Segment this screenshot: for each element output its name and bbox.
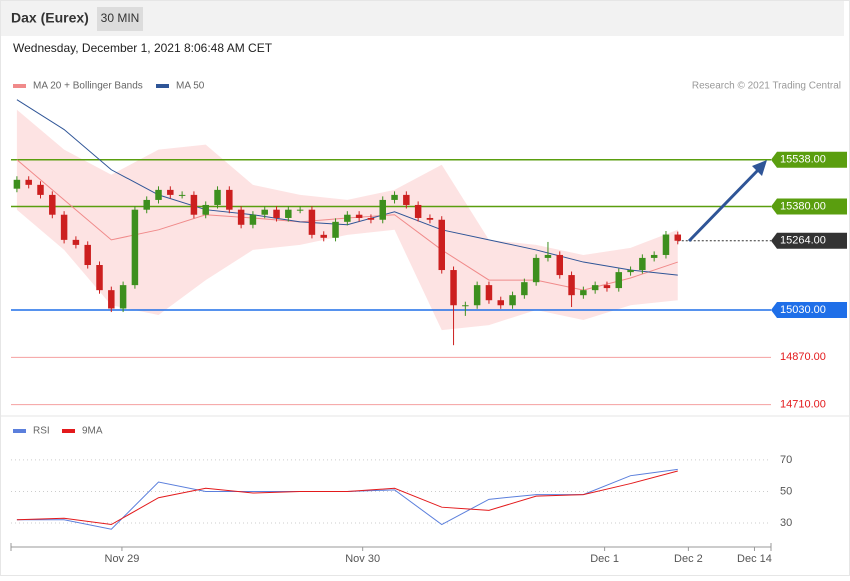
candle-body (603, 285, 611, 289)
x-tick-label: Dec 2 (674, 553, 703, 565)
legend-swatch (156, 84, 169, 88)
level-label: 14710.00 (780, 399, 826, 411)
candle-body (108, 290, 115, 309)
candle-body (249, 214, 257, 225)
candle-body (49, 194, 56, 215)
candle-body (379, 199, 386, 220)
level-box (771, 232, 847, 249)
candle-body (450, 270, 457, 306)
candle-body (509, 295, 516, 306)
candle-body (60, 214, 68, 240)
y-tick-label: 70 (780, 454, 792, 466)
legend-label: MA 50 (176, 81, 205, 92)
candle-body (273, 209, 280, 218)
candle-body (37, 184, 44, 195)
candle-body (355, 214, 363, 218)
level-label: 15030.00 (780, 304, 826, 316)
candle-body (521, 282, 528, 296)
candle-body (178, 194, 186, 196)
y-tick-label: 50 (780, 485, 792, 497)
candle-body (131, 209, 139, 286)
candle-body (261, 209, 268, 215)
candle-body (485, 285, 493, 301)
x-tick-label: Nov 29 (105, 553, 140, 565)
candle-body (155, 189, 162, 200)
timeframe[interactable]: 30 MIN (101, 11, 140, 25)
level-label: 14870.00 (780, 351, 826, 363)
candle-body (568, 275, 575, 296)
arrow-head (752, 160, 767, 176)
candle-body (96, 265, 103, 291)
candle-body (190, 194, 198, 215)
candle-body (367, 217, 375, 220)
candle-body (532, 257, 540, 283)
candle-body (72, 239, 80, 245)
level-label: 15380.00 (780, 200, 826, 212)
candle-body (202, 204, 209, 215)
x-tick-label: Nov 30 (345, 553, 380, 565)
forecast-arrow (687, 166, 762, 243)
timeframe-box[interactable] (97, 7, 143, 31)
candle-body (167, 189, 174, 195)
candle-body (627, 270, 634, 273)
candle-body (332, 221, 339, 238)
candle-body (615, 272, 623, 289)
candle-body (285, 209, 292, 218)
level-label: 15538.00 (780, 154, 826, 166)
date: Wednesday, December 1, 2021 8:06:48 AM C… (13, 41, 273, 55)
candle-body (662, 234, 670, 255)
candle-body (214, 189, 221, 205)
level-box (771, 151, 847, 168)
candle-body (462, 305, 469, 307)
credit: Research © 2021 Trading Central (692, 81, 841, 92)
level-label: 15264.00 (780, 235, 826, 247)
legend-label: RSI (33, 426, 50, 437)
level-box (771, 198, 847, 215)
candle-body (143, 199, 150, 210)
legend-swatch (62, 429, 75, 433)
x-tick-label: Dec 14 (737, 553, 772, 565)
candle-body (226, 189, 233, 210)
y-tick-label: 30 (780, 517, 792, 529)
legend-swatch (13, 84, 26, 88)
candle-body (544, 254, 552, 258)
candle-body (237, 209, 245, 225)
instrument-title: Dax (Eurex) (11, 10, 89, 26)
series-line (16, 470, 678, 526)
candle-body (403, 194, 410, 205)
candle-body (84, 244, 91, 266)
candle-body (344, 214, 351, 222)
candle-body (308, 209, 316, 235)
x-tick-label: Dec 1 (590, 553, 619, 565)
candle-body (426, 217, 434, 220)
candle-body (119, 285, 127, 309)
legend-swatch (13, 429, 26, 433)
candle-body (556, 254, 564, 276)
legend-label: 9MA (82, 426, 103, 437)
candle-body (414, 204, 422, 218)
candle-body (438, 219, 445, 271)
candle-body (473, 285, 481, 306)
legend-label: MA 20 + Bollinger Bands (33, 81, 143, 92)
candle-body (591, 285, 599, 291)
candle-body (13, 179, 21, 189)
candle-body (639, 257, 646, 271)
level-box (771, 301, 847, 318)
candle-body (296, 209, 304, 211)
candle-body (580, 290, 587, 296)
candle-body (497, 300, 504, 306)
candle-body (650, 254, 658, 258)
candle-body (25, 179, 32, 185)
candle-body (391, 194, 398, 200)
candle-body (320, 234, 327, 238)
candle-body (674, 234, 682, 241)
